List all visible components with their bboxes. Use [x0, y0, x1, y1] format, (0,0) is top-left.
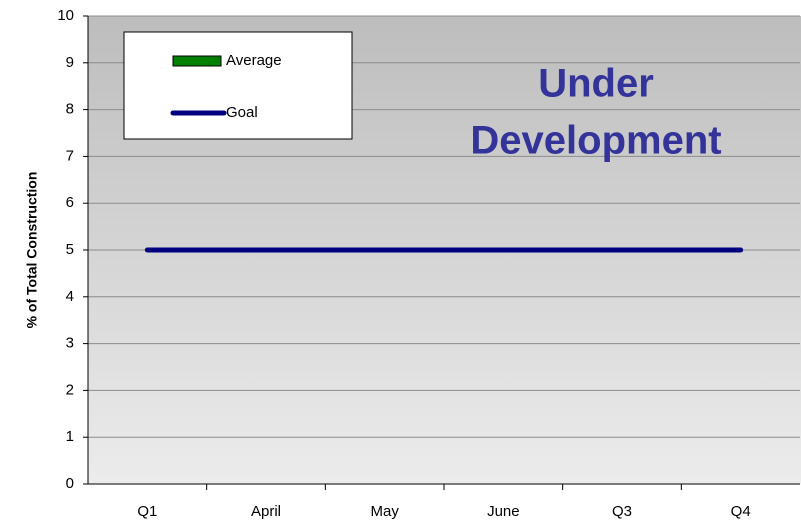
- y-tick-label: 4: [66, 288, 74, 305]
- annotation: Under: [538, 62, 654, 106]
- y-tick-label: 0: [66, 475, 74, 492]
- y-tick-label: 3: [66, 335, 74, 352]
- x-tick-label: Q1: [137, 503, 157, 520]
- x-tick-label: Q3: [612, 503, 632, 520]
- legend-swatch: [172, 55, 222, 67]
- x-tick-label: Q4: [731, 503, 751, 520]
- y-tick-label: 6: [66, 194, 74, 211]
- y-tick-label: 8: [66, 101, 74, 118]
- x-tick-label: May: [370, 503, 399, 520]
- y-tick-label: 5: [66, 241, 74, 258]
- legend-box: [123, 31, 353, 140]
- annotation: Development: [470, 119, 721, 163]
- legend-label: Average: [226, 52, 282, 69]
- y-tick-label: 1: [66, 428, 74, 445]
- y-tick-label: 10: [57, 7, 74, 24]
- y-axis-label: % of Total Construction: [24, 172, 40, 329]
- x-tick-label: June: [487, 503, 520, 520]
- y-tick-label: 9: [66, 54, 74, 71]
- x-tick-label: April: [251, 503, 281, 520]
- y-tick-label: 2: [66, 381, 74, 398]
- legend-label: Goal: [226, 104, 258, 121]
- y-tick-label: 7: [66, 147, 74, 164]
